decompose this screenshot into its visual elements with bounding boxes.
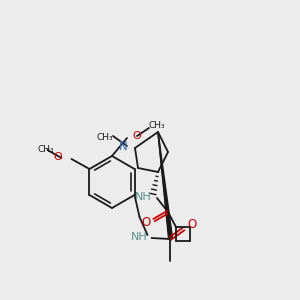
Text: CH₃: CH₃ xyxy=(149,122,165,130)
Text: O: O xyxy=(187,218,196,232)
Polygon shape xyxy=(158,132,172,238)
Text: NH: NH xyxy=(135,192,152,202)
Text: NH: NH xyxy=(131,232,148,242)
Text: N: N xyxy=(118,140,127,152)
Text: CH₃: CH₃ xyxy=(37,145,54,154)
Text: O: O xyxy=(141,217,151,230)
Text: CH₃: CH₃ xyxy=(97,134,113,142)
Text: O: O xyxy=(133,131,141,141)
Text: O: O xyxy=(53,152,62,162)
